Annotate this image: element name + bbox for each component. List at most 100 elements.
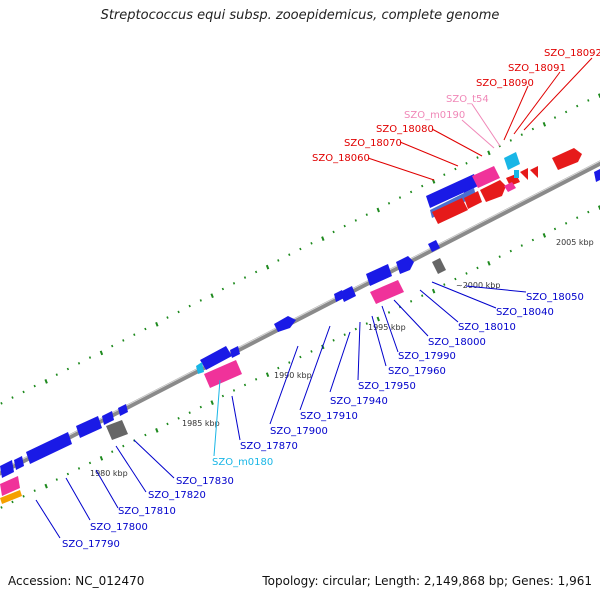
tick-mark	[454, 277, 457, 281]
gene-label[interactable]: SZO_18091	[508, 63, 566, 74]
gene-arrow[interactable]	[196, 362, 204, 374]
tick-mark	[66, 472, 70, 476]
gene-label[interactable]: SZO_18050	[526, 292, 584, 303]
gene-label[interactable]: SZO_17960	[388, 366, 446, 377]
tick-mark	[409, 190, 413, 194]
gene-label[interactable]: SZO_18040	[496, 307, 554, 318]
gene-box[interactable]	[514, 170, 519, 178]
gene-label[interactable]: SZO_18010	[458, 322, 516, 333]
gene-arrow[interactable]	[76, 416, 102, 438]
tick-mark	[199, 299, 202, 302]
gene-label[interactable]: SZO_18000	[428, 337, 486, 348]
tick-mark	[254, 270, 258, 274]
gene-label[interactable]: SZO_17820	[148, 490, 206, 501]
tick-mark	[22, 495, 25, 498]
gene-arrow[interactable]	[428, 240, 440, 252]
gene-arrow[interactable]	[26, 432, 72, 464]
tick-mark	[421, 294, 424, 297]
tick-mark	[243, 276, 247, 279]
tick-mark	[111, 344, 114, 348]
tick-mark	[409, 300, 413, 303]
gene-arrow[interactable]	[274, 316, 296, 332]
kbp-label: 1990 kbp	[274, 371, 312, 380]
gene-label[interactable]: SZO_18092	[544, 48, 600, 59]
gene-label[interactable]: SZO_17870	[240, 441, 298, 452]
outer-gene-track	[0, 148, 600, 478]
gene-label[interactable]: SZO_17910	[300, 411, 358, 422]
gene-arrow[interactable]	[118, 404, 128, 416]
gene-label[interactable]: SZO_17830	[176, 476, 234, 487]
tick-mark	[343, 333, 346, 336]
gene-label[interactable]: SZO_17810	[118, 506, 176, 517]
tick-mark	[476, 266, 479, 270]
gene-arrow[interactable]	[552, 148, 582, 170]
gene-arrow[interactable]	[366, 264, 392, 286]
gene-arrow[interactable]	[0, 490, 22, 504]
gene-arrow[interactable]	[396, 256, 414, 274]
gene-arrow[interactable]	[432, 258, 446, 274]
tick-mark	[576, 104, 579, 108]
tick-mark	[354, 327, 357, 331]
gene-label[interactable]: SZO_17900	[270, 426, 328, 437]
tick-mark	[55, 478, 58, 481]
gene-arrow[interactable]	[14, 456, 24, 470]
tick-mark	[465, 162, 468, 165]
inner-gene-track	[0, 258, 446, 504]
tick-mark	[564, 110, 568, 114]
gene-arrow[interactable]	[472, 166, 500, 188]
gene-arrow[interactable]	[102, 411, 114, 425]
tick-mark	[520, 133, 523, 136]
tick-mark	[44, 379, 48, 384]
tick-mark	[310, 242, 313, 245]
tick-mark	[454, 167, 457, 171]
gene-arrow[interactable]	[464, 191, 482, 209]
tick-mark	[520, 244, 523, 247]
gene-label[interactable]: SZO_18080	[376, 124, 434, 135]
tick-mark	[166, 316, 169, 319]
gene-label[interactable]: SZO_17790	[62, 539, 120, 550]
tick-mark	[387, 202, 391, 205]
gene-arrow[interactable]	[480, 180, 506, 202]
tick-mark	[365, 213, 368, 216]
gene-arrow[interactable]	[594, 169, 600, 182]
gene-arrow[interactable]	[504, 182, 516, 192]
gene-label[interactable]: SZO_18060	[312, 153, 370, 164]
kbp-label: 1980 kbp	[90, 469, 128, 478]
gene-arrow[interactable]	[432, 198, 468, 224]
tick-mark	[55, 373, 58, 376]
tick-mark	[376, 207, 380, 213]
tick-mark	[188, 304, 191, 308]
gene-label[interactable]: SZO_18090	[476, 78, 534, 89]
tick-mark	[77, 362, 81, 365]
kbp-scale-labels: 1980 kbp 1985 kbp 1990 kbp 1995 kbp ~200…	[90, 238, 594, 478]
tick-mark	[299, 247, 302, 251]
gene-label[interactable]: SZO_17940	[330, 396, 388, 407]
tick-mark	[277, 366, 280, 370]
gene-arrow[interactable]	[520, 168, 528, 180]
gene-label[interactable]: SZO_m0190	[404, 110, 465, 121]
gene-arrow[interactable]	[504, 152, 520, 170]
tick-mark	[232, 389, 236, 392]
gene-arrow[interactable]	[0, 460, 14, 478]
gene-arrow[interactable]	[370, 280, 404, 304]
gene-label[interactable]: SZO_17990	[398, 351, 456, 362]
tick-mark	[299, 355, 302, 359]
gene-label[interactable]: SZO_t54	[446, 94, 489, 105]
gene-arrow[interactable]	[200, 346, 232, 370]
gene-arrow[interactable]	[340, 286, 356, 302]
tick-mark	[288, 361, 291, 364]
gene-label[interactable]: SZO_18070	[344, 138, 402, 149]
tick-mark	[99, 455, 104, 461]
gene-arrow[interactable]	[230, 346, 240, 358]
gene-label[interactable]: SZO_17800	[90, 522, 148, 533]
tick-mark	[332, 230, 335, 234]
gene-arrow[interactable]	[530, 166, 538, 178]
tick-mark	[243, 383, 247, 387]
gene-arrow[interactable]	[106, 420, 128, 440]
gene-label[interactable]: SZO_17950	[358, 381, 416, 392]
gene-arrow[interactable]	[0, 476, 20, 496]
tick-mark	[587, 99, 590, 102]
tick-mark	[0, 402, 3, 405]
gene-label[interactable]: SZO_m0180	[212, 457, 273, 468]
gene-arrow[interactable]	[204, 360, 242, 388]
